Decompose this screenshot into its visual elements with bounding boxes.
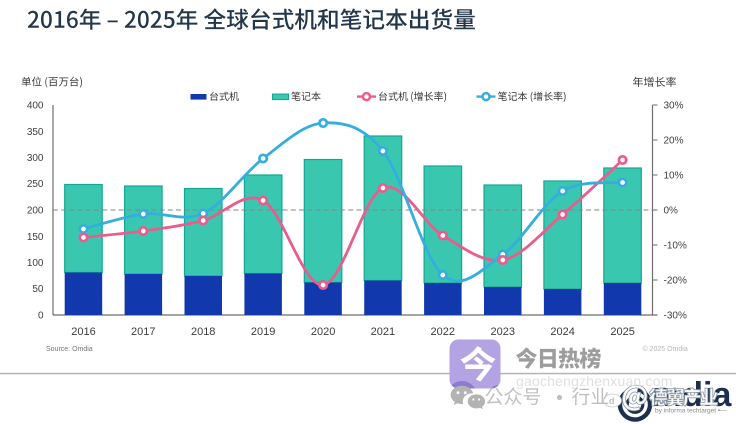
svg-text:Source: Omdia: Source: Omdia <box>46 346 93 353</box>
svg-text:200: 200 <box>27 206 44 217</box>
svg-text:© 2025 Omdia: © 2025 Omdia <box>643 345 688 353</box>
svg-text:10%: 10% <box>664 171 684 182</box>
svg-text:2021: 2021 <box>371 326 395 338</box>
svg-text:30%: 30% <box>664 101 684 112</box>
svg-text:0: 0 <box>38 311 44 322</box>
svg-text:250: 250 <box>27 179 44 190</box>
svg-text:50: 50 <box>32 284 44 295</box>
svg-text:300: 300 <box>27 153 44 164</box>
svg-text:-20%: -20% <box>664 276 687 287</box>
svg-text:2016: 2016 <box>71 326 95 338</box>
svg-text:2018: 2018 <box>191 326 215 338</box>
svg-text:2019: 2019 <box>251 326 275 338</box>
svg-text:2017: 2017 <box>131 326 155 338</box>
svg-text:by informa techtarget •—: by informa techtarget •— <box>655 408 727 415</box>
svg-text:2023: 2023 <box>491 326 515 338</box>
svg-text:gaochengzhenxuan.com: gaochengzhenxuan.com <box>516 373 673 389</box>
svg-text:0%: 0% <box>664 206 679 217</box>
svg-text:-10%: -10% <box>664 241 687 252</box>
svg-text:d: d <box>609 396 615 406</box>
svg-text:100: 100 <box>27 258 44 269</box>
svg-text:350: 350 <box>27 127 44 138</box>
svg-text:150: 150 <box>27 232 44 243</box>
svg-text:20%: 20% <box>664 136 684 147</box>
svg-text:2025: 2025 <box>610 326 634 338</box>
svg-text:400: 400 <box>27 101 44 112</box>
svg-text:2022: 2022 <box>431 326 455 338</box>
svg-text:2020: 2020 <box>311 326 335 338</box>
svg-text:-30%: -30% <box>664 311 687 322</box>
svg-text:2024: 2024 <box>550 326 574 338</box>
